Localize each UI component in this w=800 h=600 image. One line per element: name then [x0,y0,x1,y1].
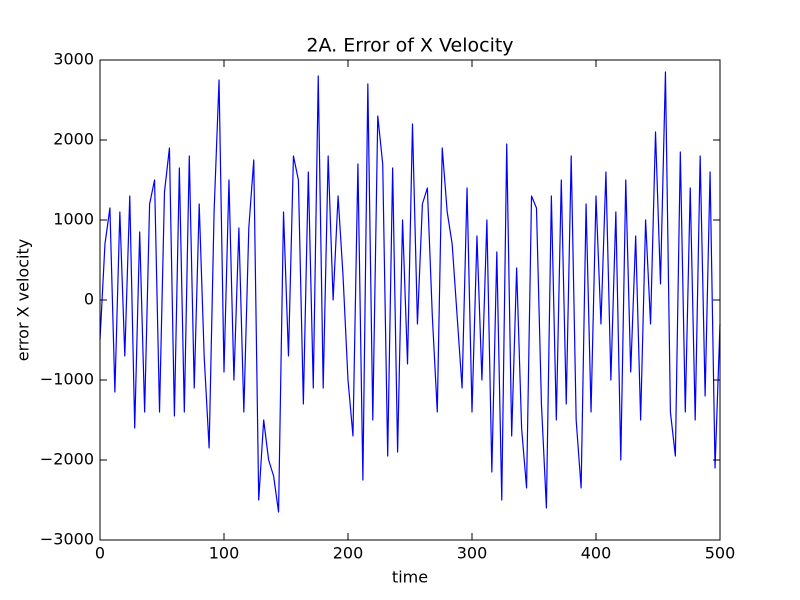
y-tick-label: 1000 [53,210,94,229]
y-tick-label: 3000 [53,50,94,69]
x-tick-label: 300 [457,544,488,563]
y-tick-label: 0 [84,290,94,309]
x-tick-label: 200 [333,544,364,563]
y-axis-label: error X velocity [14,239,33,361]
y-tick-label: −2000 [40,450,94,469]
x-tick-label: 100 [209,544,240,563]
x-tick-label: 500 [705,544,736,563]
chart-title: 2A. Error of X Velocity [306,35,513,57]
x-tick-label: 0 [95,544,105,563]
y-tick-label: 2000 [53,130,94,149]
plot-frame [99,59,721,541]
x-tick-label: 400 [581,544,612,563]
y-tick-label: −1000 [40,370,94,389]
data-line [99,71,721,513]
x-axis-label: time [392,568,428,587]
y-tick-label: −3000 [40,530,94,549]
